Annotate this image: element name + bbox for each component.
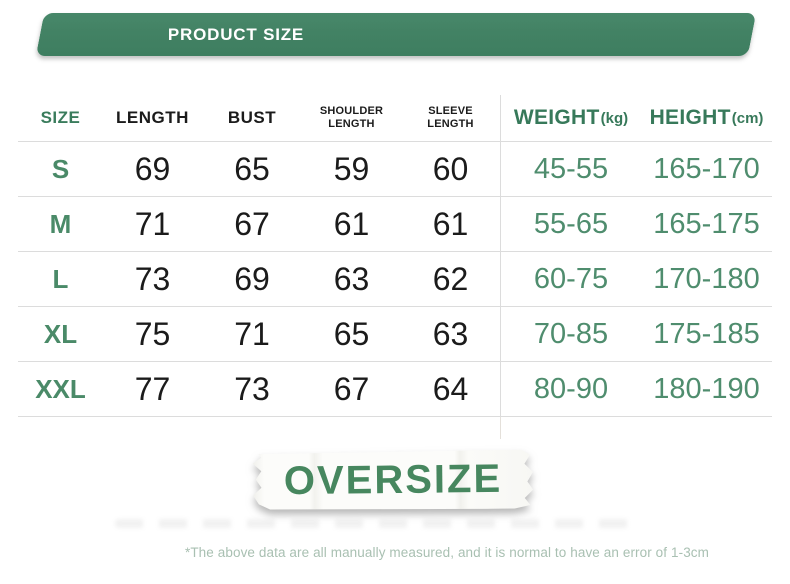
column-divider-tail <box>500 417 501 439</box>
row-s-weight: 45-55 <box>500 142 641 197</box>
banner-title: PRODUCT SIZE <box>168 24 305 44</box>
weight-header-label: WEIGHT <box>513 106 600 129</box>
row-m-size-label: M <box>18 197 103 252</box>
row-l-bust: 69 <box>202 252 302 307</box>
oversize-label: OVERSIZE <box>283 456 503 504</box>
sleeve-header-line2: LENGTH <box>427 118 474 130</box>
row-xxl-bust: 73 <box>202 362 302 417</box>
row-xxl-shoulder: 67 <box>302 362 401 417</box>
row-xl-size-label: XL <box>18 307 103 362</box>
weight-header-unit: (kg) <box>600 109 629 127</box>
row-l-length: 73 <box>103 252 202 307</box>
row-xl-weight: 70-85 <box>500 307 641 362</box>
row-l-size-label: L <box>18 252 103 307</box>
col-header-length: LENGTH <box>103 95 202 142</box>
row-l-shoulder: 63 <box>302 252 401 307</box>
row-s-shoulder: 59 <box>302 142 401 197</box>
row-s-height: 165-170 <box>641 142 772 197</box>
torn-paper: OVERSIZE <box>253 450 534 512</box>
ghost-text-artifact <box>115 519 635 528</box>
row-xxl-sleeve: 64 <box>401 362 500 417</box>
row-xxl-size-label: XXL <box>18 362 103 417</box>
row-l-weight: 60-75 <box>500 252 641 307</box>
oversize-stamp: OVERSIZE <box>253 451 533 510</box>
row-l-sleeve: 62 <box>401 252 500 307</box>
row-m-shoulder: 61 <box>302 197 401 252</box>
row-l-height: 170-180 <box>641 252 772 307</box>
col-header-size: SIZE <box>18 95 103 142</box>
height-header-unit: (cm) <box>731 109 764 127</box>
row-m-sleeve: 61 <box>401 197 500 252</box>
row-s-size-label: S <box>18 142 103 197</box>
row-m-length: 71 <box>103 197 202 252</box>
col-header-sleeve-length: SLEEVE LENGTH <box>401 95 500 142</box>
row-xxl-weight: 80-90 <box>500 362 641 417</box>
shoulder-header-line1: SHOULDER <box>319 104 384 117</box>
col-header-height: HEIGHT (cm) <box>641 95 772 142</box>
row-xl-shoulder: 65 <box>302 307 401 362</box>
size-table: SIZE LENGTH BUST SHOULDER LENGTH SLEEVE … <box>18 95 772 417</box>
row-s-sleeve: 60 <box>401 142 500 197</box>
row-m-bust: 67 <box>202 197 302 252</box>
row-xxl-height: 180-190 <box>641 362 772 417</box>
row-xl-sleeve: 63 <box>401 307 500 362</box>
col-header-bust: BUST <box>202 95 302 142</box>
row-m-weight: 55-65 <box>500 197 641 252</box>
row-xl-bust: 71 <box>202 307 302 362</box>
sleeve-header-line1: SLEEVE <box>428 104 473 117</box>
row-xl-length: 75 <box>103 307 202 362</box>
row-xl-height: 175-185 <box>641 307 772 362</box>
col-header-weight: WEIGHT (kg) <box>500 95 641 142</box>
shoulder-header-line2: LENGTH <box>328 118 375 130</box>
row-s-bust: 65 <box>202 142 302 197</box>
footnote-text: *The above data are all manually measure… <box>184 545 710 560</box>
banner-ribbon: PRODUCT SIZE <box>35 13 757 56</box>
row-xxl-length: 77 <box>103 362 202 417</box>
height-header-label: HEIGHT <box>649 106 731 129</box>
row-m-height: 165-175 <box>641 197 772 252</box>
row-s-length: 69 <box>103 142 202 197</box>
col-header-shoulder-length: SHOULDER LENGTH <box>302 95 401 142</box>
